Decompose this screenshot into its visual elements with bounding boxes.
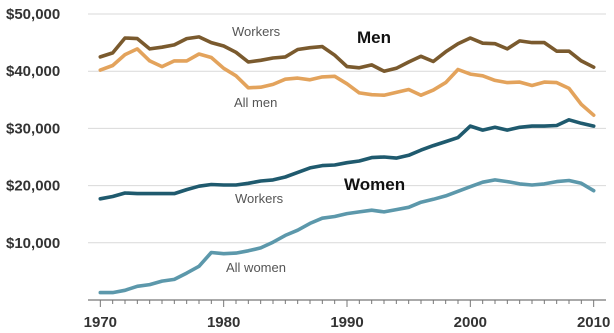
women-group-label: Women: [344, 175, 405, 194]
men-all-men-line: [98, 47, 596, 117]
x-tick-label: 2010: [577, 314, 610, 331]
series-lines: [98, 35, 596, 295]
x-tick-label: 2000: [454, 314, 487, 331]
y-tick-label: $30,000: [6, 120, 60, 137]
y-tick-label: $10,000: [6, 235, 60, 252]
y-tick-label: $40,000: [6, 63, 60, 80]
series-annotation: All men: [234, 95, 277, 110]
x-tick-label: 1970: [84, 314, 117, 331]
men-group-label: Men: [357, 28, 391, 47]
women-workers-line: [98, 118, 596, 201]
series-annotation: Workers: [235, 191, 284, 206]
series-annotation: Workers: [232, 24, 281, 39]
x-tick-label: 1990: [330, 314, 363, 331]
y-tick-label: $50,000: [6, 6, 60, 23]
women-all-women-line: [98, 178, 596, 295]
men-workers-line: [98, 35, 596, 73]
x-axis: 1970 1980 1990 2000 2010: [84, 299, 610, 331]
y-axis: $10,000 $20,000 $30,000 $40,000 $50,000: [6, 6, 60, 252]
series-annotation: All women: [226, 260, 286, 275]
x-tick-label: 1980: [207, 314, 240, 331]
y-tick-label: $20,000: [6, 178, 60, 195]
annotations: Workers All men Workers All women: [226, 24, 286, 275]
